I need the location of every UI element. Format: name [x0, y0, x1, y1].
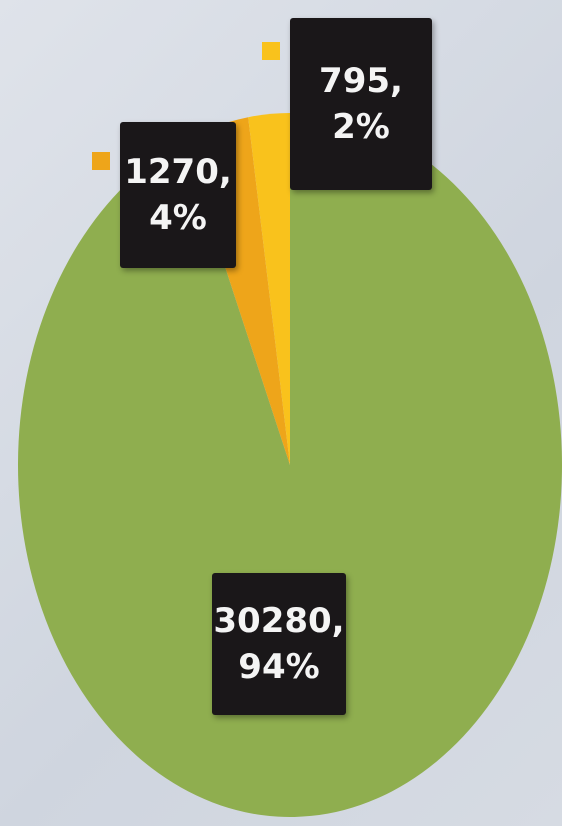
data-label: 1270, 4%	[120, 122, 236, 268]
data-label: 795, 2%	[290, 18, 432, 190]
label-marker	[262, 42, 280, 60]
data-label: 30280, 94%	[212, 573, 346, 715]
label-marker	[92, 152, 110, 170]
page: (() => { const data = JSON.parse(documen…	[0, 0, 562, 826]
